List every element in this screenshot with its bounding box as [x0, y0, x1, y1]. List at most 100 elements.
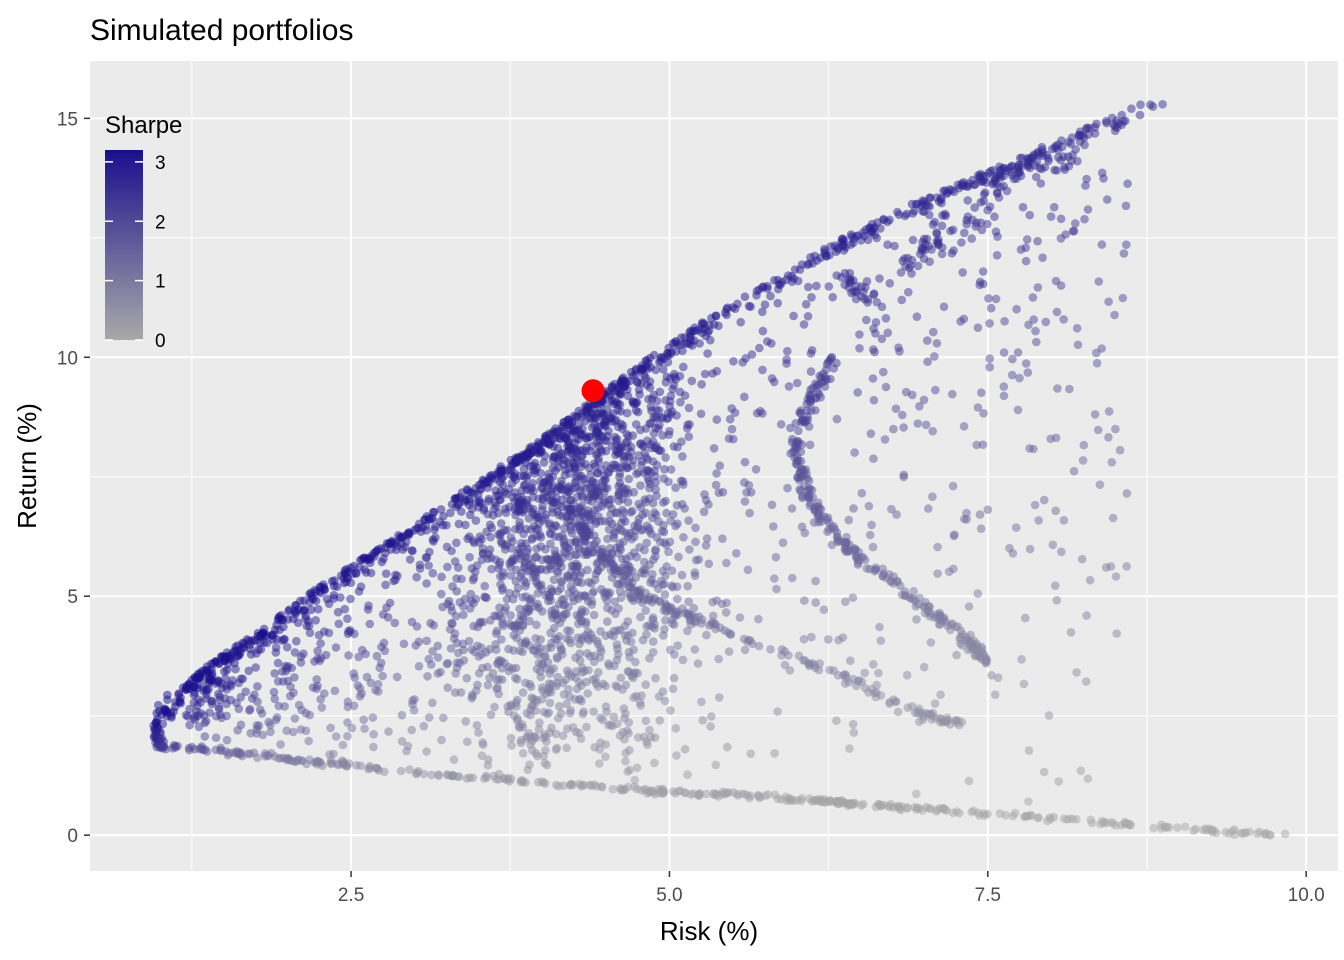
portfolio-point — [796, 473, 805, 483]
portfolio-point — [660, 696, 670, 706]
portfolio-point — [662, 540, 671, 550]
portfolio-point — [467, 504, 477, 514]
portfolio-point — [590, 505, 599, 515]
portfolio-point — [455, 598, 465, 607]
portfolio-point — [618, 376, 627, 386]
plot-panel — [90, 61, 1338, 871]
portfolio-point — [501, 508, 511, 517]
portfolio-point — [875, 622, 884, 632]
portfolio-point — [271, 643, 281, 652]
portfolio-point — [615, 469, 625, 478]
portfolio-point — [902, 670, 912, 680]
portfolio-point — [933, 239, 942, 249]
portfolio-point — [565, 626, 575, 636]
portfolio-point — [571, 537, 580, 547]
portfolio-point — [817, 797, 827, 807]
portfolio-point — [645, 654, 654, 663]
portfolio-point — [511, 576, 521, 586]
portfolio-point — [975, 277, 985, 287]
portfolio-point — [674, 552, 683, 562]
portfolio-point — [673, 442, 682, 452]
portfolio-point — [881, 382, 891, 392]
portfolio-point — [869, 660, 878, 669]
portfolio-point — [676, 397, 685, 407]
portfolio-point — [913, 261, 923, 271]
portfolio-point — [635, 543, 644, 552]
portfolio-point — [311, 616, 321, 625]
portfolio-point — [738, 358, 747, 367]
portfolio-point — [452, 538, 461, 548]
portfolio-point — [800, 596, 809, 605]
portfolio-point — [1007, 162, 1017, 171]
portfolio-point — [205, 708, 214, 717]
portfolio-point — [256, 632, 266, 641]
portfolio-point — [694, 790, 703, 799]
portfolio-point — [403, 741, 413, 751]
portfolio-point — [577, 663, 587, 673]
portfolio-point — [279, 622, 288, 632]
portfolio-point — [1000, 317, 1009, 326]
portfolio-point — [590, 651, 599, 660]
portfolio-point — [1102, 195, 1112, 204]
portfolio-point — [904, 287, 913, 297]
portfolio-point — [626, 508, 635, 517]
portfolio-point — [851, 294, 861, 304]
portfolio-point — [390, 618, 400, 628]
portfolio-point — [518, 688, 528, 697]
portfolio-point — [609, 533, 619, 543]
optimal-portfolio-point — [581, 379, 605, 403]
portfolio-point — [456, 688, 466, 697]
portfolio-point — [343, 731, 352, 741]
portfolio-point — [670, 338, 680, 347]
portfolio-point — [478, 544, 488, 553]
portfolio-point — [766, 291, 775, 301]
portfolio-point — [517, 551, 526, 560]
portfolio-point — [960, 228, 969, 238]
portfolio-point — [487, 470, 497, 480]
portfolio-point — [621, 489, 630, 498]
portfolio-point — [497, 664, 507, 673]
portfolio-point — [279, 677, 288, 686]
portfolio-point — [621, 748, 630, 758]
portfolio-point — [1049, 812, 1059, 822]
portfolio-point — [758, 409, 767, 418]
portfolio-point — [758, 307, 767, 317]
portfolio-point — [562, 699, 571, 709]
portfolio-point — [473, 680, 482, 690]
portfolio-point — [187, 742, 197, 752]
portfolio-point — [477, 534, 487, 544]
portfolio-point — [685, 328, 694, 337]
portfolio-point — [688, 341, 697, 350]
portfolio-point — [424, 713, 434, 722]
portfolio-point — [923, 357, 932, 367]
portfolio-point — [615, 586, 625, 596]
portfolio-point — [613, 650, 623, 659]
portfolio-point — [1111, 572, 1121, 581]
portfolio-point — [1017, 655, 1026, 664]
portfolio-point — [881, 314, 891, 323]
portfolio-point — [606, 414, 616, 423]
portfolio-point — [589, 610, 599, 620]
portfolio-point — [1069, 226, 1079, 236]
portfolio-point — [1008, 549, 1018, 558]
portfolio-point — [624, 582, 634, 591]
portfolio-point — [494, 674, 504, 684]
portfolio-point — [1209, 826, 1219, 835]
portfolio-point — [1092, 358, 1102, 368]
portfolio-point — [787, 438, 797, 447]
portfolio-point — [346, 578, 356, 588]
portfolio-point — [621, 709, 630, 718]
portfolio-point — [329, 749, 338, 759]
portfolio-point — [721, 308, 730, 318]
portfolio-point — [604, 467, 613, 477]
portfolio-point — [152, 708, 161, 718]
portfolio-point — [769, 522, 778, 531]
portfolio-point — [1097, 240, 1107, 249]
portfolio-point — [192, 701, 202, 710]
portfolio-point — [964, 179, 974, 188]
portfolio-point — [939, 302, 949, 312]
portfolio-point — [496, 486, 506, 496]
portfolio-point — [518, 593, 528, 602]
portfolio-point — [276, 740, 285, 749]
portfolio-point — [508, 537, 517, 546]
